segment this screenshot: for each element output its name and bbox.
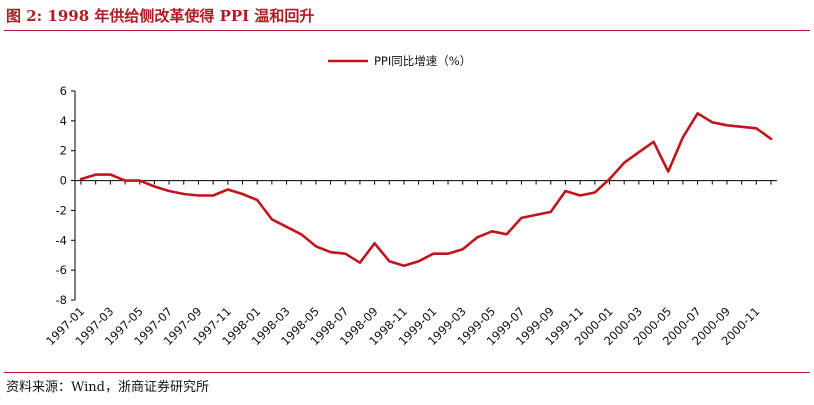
series-layer <box>79 112 773 267</box>
y-tick-label: 0 <box>60 174 67 188</box>
figure-title: 图 2: 1998 年供给侧改革使得 PPI 温和回升 <box>6 7 315 25</box>
bottom-rule <box>4 372 810 373</box>
y-tick-label: -8 <box>56 293 67 307</box>
y-tick-label: -4 <box>56 233 67 247</box>
top-rule <box>4 30 810 31</box>
source-note: 资料来源：Wind，浙商证券研究所 <box>6 380 209 395</box>
series-line-ppi <box>79 112 773 267</box>
y-tick-label: 4 <box>60 114 67 128</box>
y-axis: -8 -6 -4 -2 0 2 4 6 <box>56 84 76 307</box>
y-tick-label: -2 <box>56 203 67 217</box>
legend-label: PPI同比增速（%） <box>374 54 471 68</box>
y-tick-label: 6 <box>60 84 67 98</box>
legend: PPI同比增速（%） <box>328 54 471 68</box>
y-tick-label: -6 <box>56 263 67 277</box>
y-tick-label: 2 <box>60 144 67 158</box>
